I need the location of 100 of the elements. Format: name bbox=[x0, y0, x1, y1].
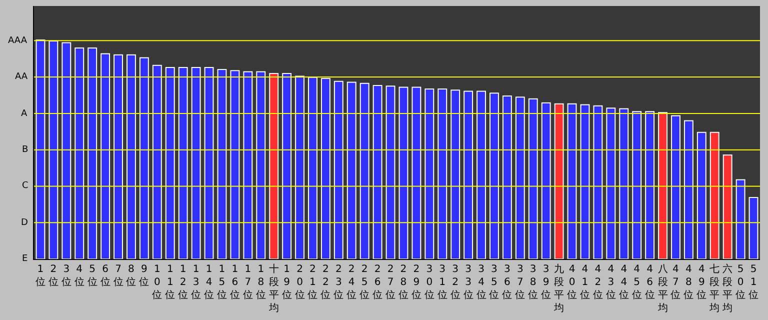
bar bbox=[398, 86, 408, 259]
bar bbox=[606, 108, 616, 259]
bar bbox=[528, 98, 538, 259]
bar bbox=[450, 90, 460, 259]
bar bbox=[684, 120, 694, 259]
x-tick-label: 44位 bbox=[618, 264, 629, 301]
bar bbox=[74, 48, 84, 259]
x-tick-label: 22位 bbox=[320, 264, 331, 301]
x-tick-label: 27位 bbox=[386, 264, 396, 301]
x-tick-label: 16位 bbox=[230, 264, 240, 301]
x-tick-label: 46位 bbox=[644, 264, 655, 301]
bar bbox=[346, 82, 356, 259]
bar bbox=[88, 48, 98, 259]
x-tick-label: 38位 bbox=[528, 264, 538, 301]
x-tick-label: 47位 bbox=[670, 264, 681, 301]
x-tick-label: 3位 bbox=[61, 264, 72, 288]
bar bbox=[476, 90, 486, 259]
bar bbox=[191, 67, 201, 259]
x-tick-label: 43位 bbox=[606, 264, 616, 301]
bar bbox=[567, 103, 577, 259]
x-tick-label: 7位 bbox=[113, 264, 124, 288]
bar bbox=[360, 82, 370, 259]
bar bbox=[386, 86, 396, 259]
bar bbox=[438, 88, 448, 259]
bar bbox=[658, 112, 668, 259]
x-tick-label: 34位 bbox=[476, 264, 486, 301]
x-tick-label: 21位 bbox=[308, 264, 318, 301]
bar bbox=[424, 88, 434, 259]
x-tick-label: 29位 bbox=[411, 264, 422, 301]
bar bbox=[256, 71, 266, 259]
bar bbox=[308, 76, 318, 259]
x-tick-label: 11位 bbox=[165, 264, 176, 301]
text: E bbox=[22, 254, 28, 264]
bar bbox=[671, 115, 680, 259]
bar bbox=[114, 54, 123, 259]
bar bbox=[320, 78, 330, 259]
bar bbox=[269, 72, 279, 259]
x-tick-label: 35位 bbox=[489, 264, 500, 301]
bar bbox=[736, 179, 746, 259]
x-tick-label: 40位 bbox=[567, 264, 578, 301]
ref-line-label: A bbox=[21, 109, 28, 119]
x-tick-label: 2位 bbox=[48, 264, 58, 288]
x-tick-label: 九段平均 bbox=[553, 263, 564, 314]
x-tick-label: 28位 bbox=[398, 264, 408, 301]
bar bbox=[515, 96, 525, 259]
bar bbox=[490, 92, 499, 259]
bar bbox=[152, 64, 162, 259]
bar bbox=[295, 76, 304, 259]
bar bbox=[165, 67, 175, 259]
bar bbox=[48, 40, 58, 259]
x-tick-label: 31位 bbox=[437, 264, 448, 301]
ref-line-label: AAA bbox=[8, 36, 28, 46]
x-tick-label: 45位 bbox=[632, 264, 642, 301]
x-tick-label: 8位 bbox=[126, 264, 136, 288]
bar bbox=[36, 39, 46, 259]
bar bbox=[178, 67, 188, 259]
bar bbox=[619, 108, 629, 259]
x-tick-label: 25位 bbox=[360, 264, 370, 301]
bar bbox=[372, 85, 382, 259]
x-tick-label: 18位 bbox=[256, 264, 266, 301]
x-tick-label: 15位 bbox=[216, 264, 227, 301]
bar bbox=[334, 80, 344, 259]
ref-line-label: AA bbox=[15, 72, 28, 82]
x-tick-label: 48位 bbox=[684, 264, 694, 301]
bar bbox=[230, 70, 240, 259]
x-tick-label: 八段平均 bbox=[656, 264, 668, 314]
x-tick-label: 七段平均 bbox=[708, 263, 720, 314]
bar bbox=[464, 90, 474, 259]
bar bbox=[126, 54, 136, 259]
x-tick-label: 14位 bbox=[204, 264, 214, 301]
bar bbox=[139, 57, 149, 259]
bar bbox=[217, 69, 227, 259]
bar bbox=[100, 53, 110, 259]
x-tick-label: 19位 bbox=[282, 264, 292, 301]
x-tick-label: 39位 bbox=[541, 264, 552, 301]
ref-line-label: B bbox=[22, 145, 28, 155]
bar bbox=[243, 71, 253, 259]
x-tick-label: 32位 bbox=[450, 264, 460, 301]
bar bbox=[502, 96, 512, 259]
x-tick-label: 42位 bbox=[592, 264, 603, 301]
ref-line-label: C bbox=[22, 181, 28, 191]
x-tick-label: 20位 bbox=[294, 264, 305, 301]
x-tick-label: 26位 bbox=[372, 264, 383, 301]
x-tick-label: 1位 bbox=[35, 264, 46, 288]
bar bbox=[554, 103, 564, 259]
x-tick-label: 50位 bbox=[736, 264, 746, 301]
x-tick-label: 13位 bbox=[191, 264, 202, 301]
bar bbox=[282, 72, 292, 259]
x-tick-label: 17位 bbox=[242, 264, 253, 301]
x-tick-label: 33位 bbox=[463, 264, 474, 301]
bar bbox=[696, 132, 706, 259]
bar bbox=[645, 111, 655, 259]
bar bbox=[722, 154, 732, 259]
x-tick-label: 4位 bbox=[74, 264, 84, 288]
x-tick-label: 37位 bbox=[515, 264, 526, 301]
x-tick-label: 10位 bbox=[152, 264, 162, 301]
bar bbox=[593, 105, 603, 259]
bar bbox=[710, 132, 720, 259]
bar bbox=[748, 196, 758, 259]
x-tick-label: 36位 bbox=[502, 264, 512, 301]
